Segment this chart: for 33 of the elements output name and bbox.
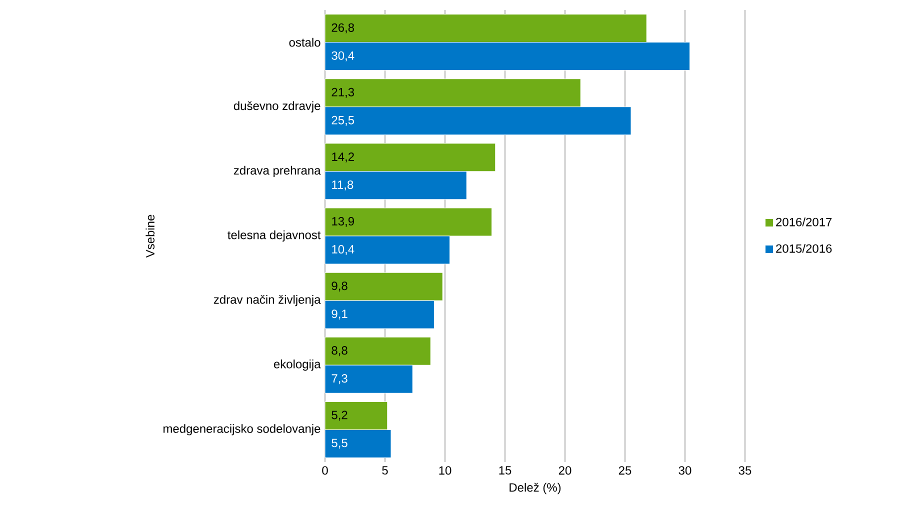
- y-tick-label: duševno zdravje: [234, 101, 320, 112]
- data-label: 8,8: [332, 346, 348, 356]
- data-label: 11,8: [332, 180, 354, 190]
- y-tick-label: ostalo: [289, 38, 320, 47]
- data-label: 5,5: [332, 438, 348, 449]
- data-label: 26,8: [332, 23, 354, 34]
- y-tick-label: ekologija: [274, 360, 321, 371]
- legend-label: 2016/2017: [776, 218, 832, 226]
- data-label: 21,3: [332, 88, 354, 98]
- y-tick-label: telesna dejavnost: [228, 230, 321, 242]
- data-label: 9,1: [332, 310, 348, 320]
- x-tick-label: 35: [738, 466, 752, 475]
- x-tick-label: 25: [618, 466, 632, 475]
- data-label: 14,2: [332, 152, 354, 162]
- x-tick-label: 0: [322, 466, 328, 475]
- y-axis-title: Vsebine: [146, 214, 154, 258]
- data-label: 10,4: [332, 245, 354, 255]
- data-label: 9,8: [332, 282, 348, 292]
- x-tick-label: 5: [382, 466, 388, 475]
- y-tick-label: medgeneracijsko sodelovanje: [164, 424, 320, 436]
- x-tick-label: 15: [499, 466, 512, 475]
- data-label: 5,2: [332, 410, 348, 421]
- data-label: 7,3: [332, 374, 348, 384]
- data-label: 30,4: [332, 51, 354, 62]
- y-tick-label: zdrava prehrana: [234, 166, 321, 178]
- x-tick-label: 10: [439, 466, 452, 475]
- data-label: 25,5: [332, 116, 354, 126]
- y-tick-label: zdrav način življenja: [214, 294, 321, 306]
- data-label: 13,9: [332, 217, 354, 227]
- legend-label: 2015/2016: [776, 244, 832, 253]
- x-tick-label: 20: [558, 466, 572, 475]
- x-axis-title: Delež (%): [510, 482, 561, 494]
- x-tick-label: 30: [678, 466, 692, 475]
